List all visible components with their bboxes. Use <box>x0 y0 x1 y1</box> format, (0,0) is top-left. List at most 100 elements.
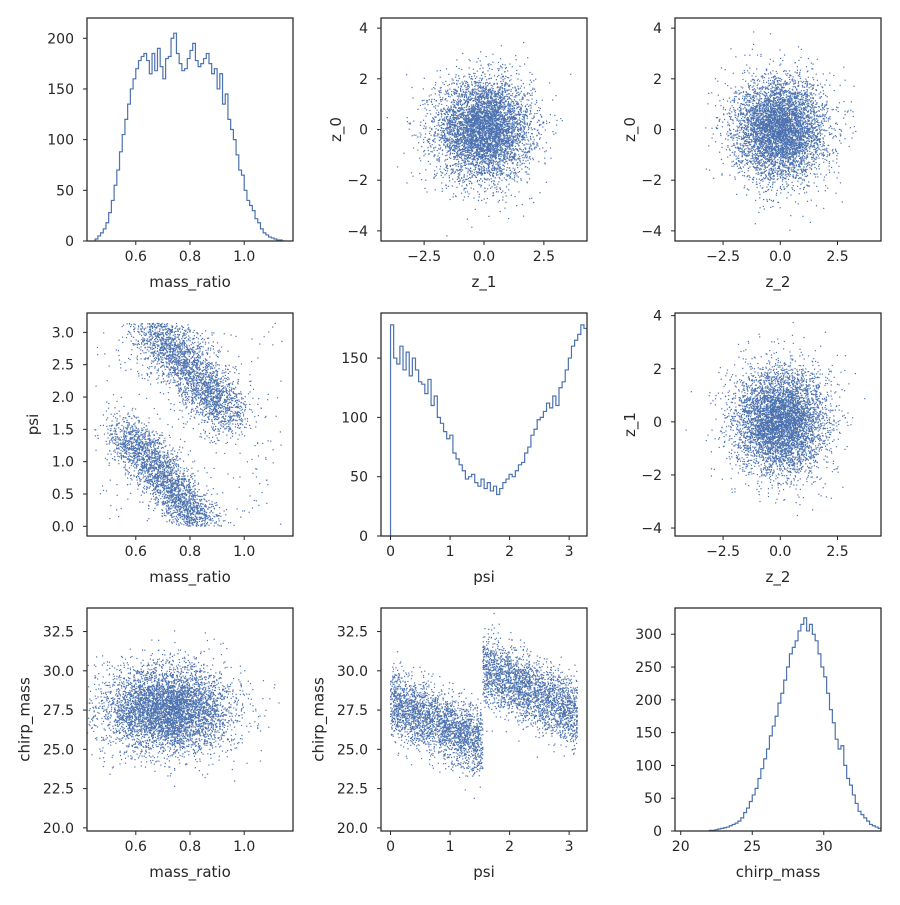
scatter-point <box>428 150 429 151</box>
scatter-point <box>470 110 471 111</box>
scatter-point <box>516 135 517 136</box>
scatter-point <box>478 152 479 153</box>
scatter-point <box>510 177 511 178</box>
scatter-point <box>510 159 511 160</box>
scatter-point <box>502 173 503 174</box>
scatter-point <box>465 191 466 192</box>
scatter-point <box>517 92 518 93</box>
scatter-point <box>466 126 467 127</box>
scatter-point <box>436 158 437 159</box>
scatter-point <box>484 139 485 140</box>
scatter-point <box>550 114 551 115</box>
scatter-point <box>494 96 495 97</box>
scatter-point <box>449 180 450 181</box>
scatter-point <box>528 127 529 128</box>
scatter-point <box>499 118 500 119</box>
scatter-point <box>451 102 452 103</box>
scatter-point <box>447 128 448 129</box>
scatter-point <box>451 78 452 79</box>
scatter-point <box>509 80 510 81</box>
scatter-point <box>476 127 477 128</box>
scatter-point <box>514 170 515 171</box>
scatter-point <box>463 143 464 144</box>
scatter-point <box>515 135 516 136</box>
scatter-point <box>516 139 517 140</box>
scatter-point <box>417 109 418 110</box>
scatter-point <box>517 124 518 125</box>
scatter-point <box>507 123 508 124</box>
scatter-point <box>501 115 502 116</box>
scatter-point <box>453 147 454 148</box>
scatter-point <box>497 83 498 84</box>
scatter-point <box>485 202 486 203</box>
scatter-point <box>441 104 442 105</box>
scatter-point <box>509 116 510 117</box>
scatter-point <box>459 93 460 94</box>
scatter-point <box>458 173 459 174</box>
scatter-point <box>481 122 482 123</box>
scatter-point <box>501 125 502 126</box>
scatter-point <box>490 136 491 137</box>
scatter-point <box>524 63 525 64</box>
scatter-point <box>478 109 479 110</box>
scatter-point <box>531 98 532 99</box>
scatter-point <box>451 109 452 110</box>
scatter-point <box>449 157 450 158</box>
scatter-point <box>453 193 454 194</box>
scatter-point <box>446 118 447 119</box>
scatter-point <box>487 94 488 95</box>
scatter-point <box>490 162 491 163</box>
scatter-point <box>536 102 537 103</box>
scatter-point <box>448 107 449 108</box>
scatter-point <box>494 75 495 76</box>
scatter-point <box>463 179 464 180</box>
scatter-point <box>502 131 503 132</box>
scatter-point <box>507 128 508 129</box>
scatter-point <box>458 150 459 151</box>
scatter-point <box>510 105 511 106</box>
scatter-point <box>484 173 485 174</box>
scatter-point <box>467 171 468 172</box>
scatter-point <box>514 105 515 106</box>
scatter-point <box>464 107 465 108</box>
scatter-point <box>494 166 495 167</box>
scatter-point <box>526 171 527 172</box>
scatter-point <box>470 118 471 119</box>
scatter-point <box>497 96 498 97</box>
scatter-point <box>407 121 408 122</box>
scatter-point <box>516 160 517 161</box>
scatter-point <box>441 87 442 88</box>
scatter-point <box>447 120 448 121</box>
scatter-point <box>492 62 493 63</box>
scatter-point <box>463 153 464 154</box>
scatter-point <box>434 126 435 127</box>
scatter-point <box>521 132 522 133</box>
scatter-point <box>433 121 434 122</box>
scatter-point <box>526 157 527 158</box>
scatter-point <box>427 140 428 141</box>
y-tick-label: 50 <box>56 183 74 199</box>
scatter-point <box>480 120 481 121</box>
scatter-point <box>508 101 509 102</box>
scatter-point <box>484 120 485 121</box>
scatter-point <box>518 154 519 155</box>
scatter-point <box>482 67 483 68</box>
scatter-point <box>492 149 493 150</box>
scatter-point <box>487 109 488 110</box>
scatter-point <box>496 191 497 192</box>
scatter-point <box>454 83 455 84</box>
scatter-point <box>468 193 469 194</box>
scatter-point <box>486 128 487 129</box>
scatter-point <box>536 100 537 101</box>
scatter-point <box>470 139 471 140</box>
scatter-point <box>489 63 490 64</box>
scatter-point <box>483 109 484 110</box>
scatter-point <box>471 104 472 105</box>
scatter-point <box>497 115 498 116</box>
scatter-point <box>503 168 504 169</box>
scatter-point <box>500 139 501 140</box>
scatter-point <box>456 159 457 160</box>
scatter-point <box>473 105 474 106</box>
scatter-point <box>472 124 473 125</box>
scatter-point <box>444 84 445 85</box>
